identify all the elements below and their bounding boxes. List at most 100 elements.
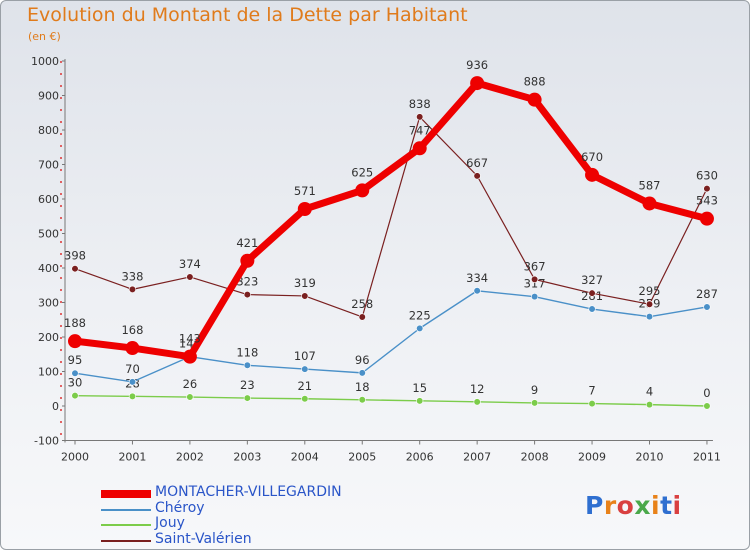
- x-tick-label: 2004: [291, 451, 319, 464]
- data-point: [301, 395, 309, 403]
- y-tick-label: 1000: [31, 55, 59, 68]
- y-tick-label: 400: [38, 262, 59, 275]
- data-point: [128, 392, 137, 400]
- data-point: [243, 361, 251, 369]
- y-tick-label: 800: [38, 124, 59, 137]
- data-point: [243, 394, 251, 402]
- data-point: [703, 303, 711, 311]
- data-point: [128, 378, 137, 386]
- y-tick-label: 900: [38, 90, 59, 103]
- data-point: [530, 275, 539, 283]
- data-label: 374: [179, 257, 201, 271]
- data-point: [645, 313, 654, 321]
- data-point: [470, 76, 485, 91]
- data-point: [358, 369, 366, 377]
- y-tick-label: -100: [34, 435, 59, 448]
- data-point: [128, 285, 137, 293]
- data-point: [125, 341, 140, 356]
- data-point: [416, 397, 424, 405]
- data-label: 9: [531, 383, 538, 397]
- logo-letter: i: [651, 491, 661, 520]
- legend-label: Jouy: [155, 515, 185, 531]
- data-point: [585, 167, 600, 182]
- series-line-0: [71, 79, 711, 361]
- data-point: [699, 211, 714, 226]
- data-label: 30: [68, 376, 83, 390]
- data-point: [703, 402, 711, 410]
- logo-letter: x: [634, 491, 651, 520]
- data-label: 107: [294, 349, 316, 363]
- x-tick-label: 2005: [348, 451, 376, 464]
- data-label: 7: [588, 384, 595, 398]
- data-label: 571: [294, 184, 316, 198]
- data-label: 327: [581, 273, 603, 287]
- data-label: 18: [355, 380, 370, 394]
- y-tick-label: 100: [38, 366, 59, 379]
- y-tick-label: 300: [38, 297, 59, 310]
- data-point: [358, 396, 366, 404]
- data-point: [527, 92, 542, 107]
- data-label: 258: [351, 297, 373, 311]
- y-tick-label: 0: [52, 400, 59, 413]
- y-tick-label: 500: [38, 228, 59, 241]
- data-label: 587: [639, 178, 661, 192]
- legend-label: MONTACHER-VILLEGARDIN: [155, 484, 342, 500]
- x-tick-label: 2007: [463, 451, 491, 464]
- logo-letter: o: [616, 491, 635, 520]
- data-point: [416, 113, 424, 121]
- x-tick-label: 2006: [406, 451, 434, 464]
- data-point: [297, 202, 312, 217]
- data-label: 667: [466, 156, 488, 170]
- legend-swatch: [101, 490, 151, 498]
- y-tick-label: 700: [38, 159, 59, 172]
- x-tick-label: 2010: [636, 451, 664, 464]
- data-point: [645, 401, 654, 409]
- data-point: [530, 293, 539, 301]
- y-tick-label: 600: [38, 193, 59, 206]
- series-line-3: [74, 116, 708, 318]
- x-tick-label: 2009: [578, 451, 606, 464]
- data-point: [473, 398, 481, 406]
- proxiti-logo: Proxiti: [585, 491, 682, 520]
- data-point: [182, 349, 197, 364]
- legend-swatch: [101, 524, 151, 526]
- data-label: 543: [696, 194, 718, 208]
- data-point: [703, 185, 711, 193]
- data-point: [358, 313, 366, 321]
- x-tick-label: 2000: [61, 451, 89, 464]
- chart-subtitle: (en €): [28, 30, 61, 43]
- data-label: 398: [64, 249, 86, 263]
- data-label: 0: [703, 386, 710, 400]
- data-label: 188: [64, 316, 86, 330]
- data-point: [473, 172, 481, 180]
- data-point: [642, 196, 657, 211]
- data-point: [301, 292, 309, 300]
- data-label: 319: [294, 276, 316, 290]
- data-label: 747: [409, 123, 431, 137]
- data-label: 625: [351, 165, 373, 179]
- data-label: 936: [466, 58, 488, 72]
- x-tick-label: 2008: [521, 451, 549, 464]
- data-label: 323: [236, 275, 258, 289]
- data-label: 334: [466, 271, 488, 285]
- data-label: 21: [297, 379, 312, 393]
- logo-letter: i: [672, 491, 682, 520]
- series-line-2: [74, 394, 708, 407]
- data-point: [412, 141, 427, 156]
- data-label: 838: [409, 97, 431, 111]
- data-point: [301, 365, 309, 373]
- data-label: 630: [696, 169, 718, 183]
- data-point: [645, 300, 654, 308]
- x-tick-label: 2001: [118, 451, 146, 464]
- data-label: 888: [524, 75, 546, 89]
- data-label: 295: [639, 284, 661, 298]
- legend-label: Saint-Valérien: [155, 531, 252, 547]
- logo-letter: t: [660, 491, 673, 520]
- data-label: 143: [179, 332, 201, 346]
- data-label: 12: [470, 382, 485, 396]
- data-point: [71, 369, 79, 377]
- data-point: [243, 290, 251, 299]
- legend-swatch: [101, 540, 151, 542]
- chart-title: Evolution du Montant de la Dette par Hab…: [27, 4, 468, 26]
